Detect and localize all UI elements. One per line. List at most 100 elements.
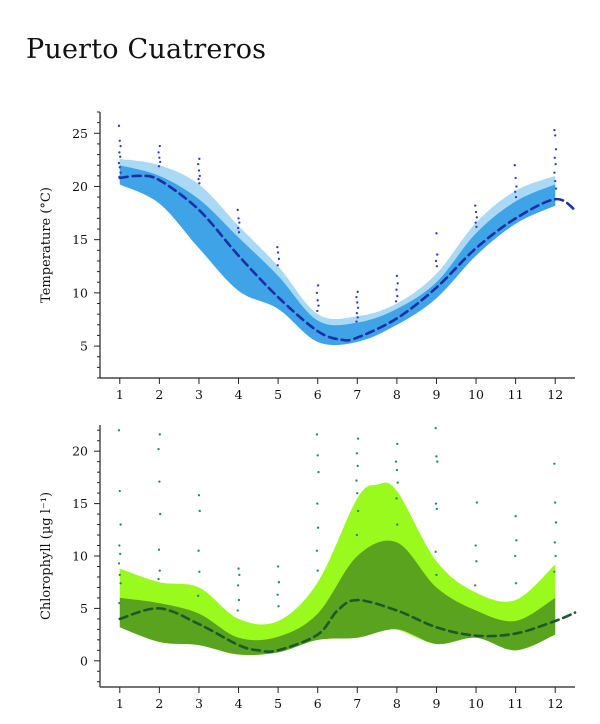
- x-tick-label: 6: [314, 387, 322, 402]
- observation-point: [436, 253, 439, 256]
- observation-point: [515, 539, 518, 542]
- x-tick-label: 10: [468, 387, 484, 402]
- observation-point: [474, 584, 477, 587]
- observation-point: [157, 151, 160, 154]
- observation-point: [198, 570, 201, 573]
- observation-point: [435, 573, 438, 577]
- observation-point: [119, 582, 122, 585]
- observation-point: [276, 264, 279, 267]
- x-tick-label: 10: [468, 696, 484, 711]
- observation-point: [554, 187, 558, 190]
- observation-point: [236, 584, 240, 587]
- observation-point: [395, 288, 398, 291]
- plot-area: [117, 124, 577, 346]
- observation-point: [118, 166, 121, 169]
- observation-point: [435, 232, 438, 235]
- observation-point: [356, 316, 359, 319]
- observation-point: [198, 509, 201, 513]
- observation-point: [277, 257, 281, 260]
- observation-point: [157, 548, 161, 551]
- observation-point: [119, 523, 122, 526]
- observation-point: [119, 171, 122, 174]
- y-axis-title: Temperature (°C): [39, 187, 54, 303]
- observation-point: [355, 320, 358, 323]
- observation-point: [553, 541, 556, 544]
- observation-point: [514, 515, 517, 518]
- observation-point: [514, 190, 517, 193]
- x-tick-label: 11: [508, 387, 524, 402]
- observation-point: [158, 480, 161, 483]
- x-tick-label: 1: [116, 696, 124, 711]
- observation-point: [434, 550, 437, 553]
- observation-point: [158, 144, 161, 148]
- observation-point: [316, 284, 320, 287]
- observation-point: [158, 156, 161, 159]
- observation-point: [434, 502, 438, 505]
- observation-point: [158, 569, 161, 572]
- x-tick-label: 5: [274, 696, 282, 711]
- observation-point: [514, 195, 518, 199]
- observation-point: [396, 442, 399, 446]
- observation-point: [553, 156, 556, 159]
- observation-point: [315, 433, 319, 436]
- observation-point: [435, 455, 438, 458]
- observation-point: [276, 245, 279, 249]
- observation-point: [554, 148, 558, 151]
- observation-point: [197, 594, 200, 597]
- observation-point: [197, 549, 200, 552]
- observation-point: [117, 429, 121, 432]
- x-tick-label: 5: [274, 387, 282, 402]
- y-tick-label: 10: [72, 549, 88, 564]
- x-tick-label: 4: [235, 696, 243, 711]
- plot-area: [117, 426, 577, 656]
- observation-point: [238, 221, 241, 224]
- x-tick-label: 9: [432, 696, 440, 711]
- observation-point: [118, 602, 121, 605]
- observation-point: [355, 533, 359, 537]
- observation-point: [277, 581, 281, 584]
- observation-point: [316, 569, 319, 572]
- observation-point: [316, 502, 319, 505]
- observation-point: [474, 204, 477, 207]
- observation-point: [514, 554, 517, 558]
- observation-point: [117, 124, 121, 127]
- x-tick-label: 3: [195, 696, 203, 711]
- x-tick-label: 9: [432, 387, 440, 402]
- x-tick-label: 2: [155, 696, 163, 711]
- observation-point: [198, 182, 201, 185]
- observation-point: [118, 139, 121, 142]
- observation-point: [356, 290, 359, 293]
- observation-point: [396, 481, 399, 484]
- observation-point: [236, 609, 239, 612]
- y-tick-label: 20: [72, 179, 88, 194]
- observation-point: [118, 151, 121, 154]
- y-tick-label: 5: [80, 601, 88, 616]
- observation-point: [434, 426, 437, 430]
- observation-point: [554, 134, 557, 137]
- observation-point: [316, 309, 319, 313]
- observation-point: [159, 512, 162, 516]
- observation-point: [197, 162, 200, 166]
- y-tick-label: 10: [72, 285, 88, 300]
- inner-band: [119, 165, 556, 346]
- y-tick-label: 0: [80, 653, 88, 668]
- observation-point: [117, 562, 121, 565]
- observation-point: [554, 180, 557, 183]
- observation-point: [356, 301, 359, 304]
- x-tick-label: 8: [393, 696, 401, 711]
- observation-point: [277, 605, 280, 608]
- y-tick-label: 25: [72, 126, 88, 141]
- observation-point: [355, 452, 359, 455]
- observation-point: [554, 554, 557, 558]
- observation-point: [394, 300, 398, 303]
- x-tick-label: 12: [547, 387, 563, 402]
- observation-point: [198, 157, 201, 160]
- observation-point: [236, 226, 240, 230]
- observation-point: [316, 454, 319, 457]
- observation-point: [157, 447, 160, 451]
- observation-point: [197, 169, 201, 172]
- observation-point: [355, 311, 359, 315]
- x-tick-label: 7: [353, 387, 361, 402]
- observation-point: [158, 433, 161, 436]
